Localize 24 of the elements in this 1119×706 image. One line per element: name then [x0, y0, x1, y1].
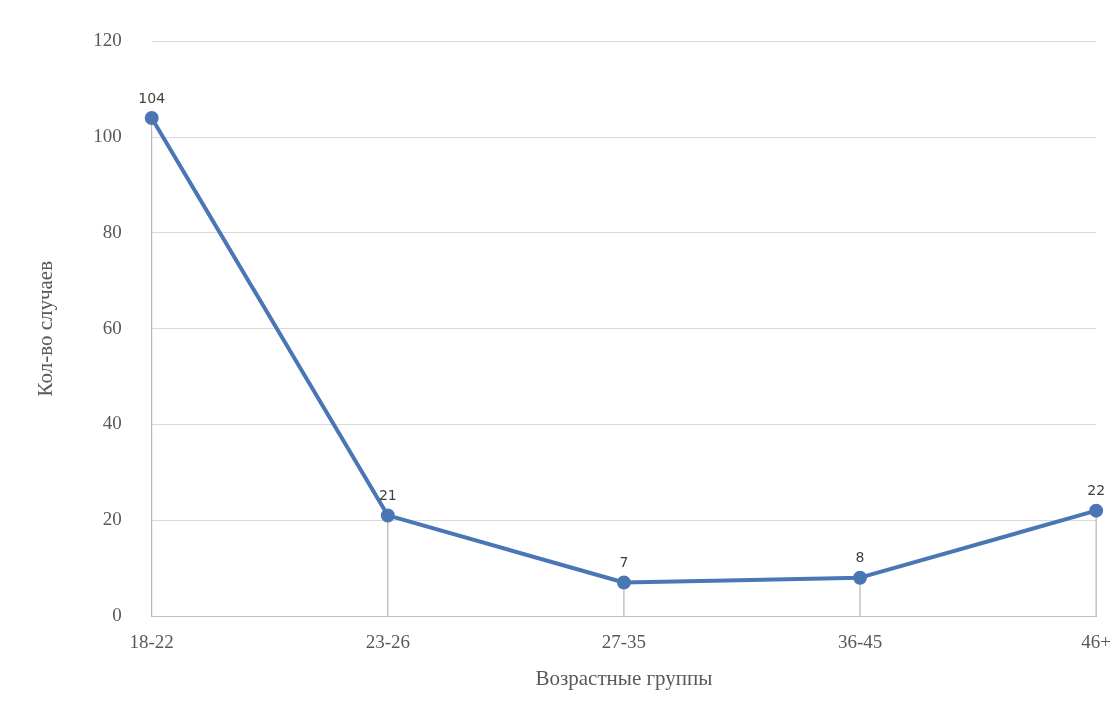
point	[853, 570, 868, 585]
y-axis-title: Кол-во случаев	[33, 260, 58, 397]
y-tick-label: 120	[93, 29, 122, 51]
y-tick-label: 80	[102, 220, 122, 242]
y-tick-label: 20	[102, 508, 122, 530]
y-tick-label: 60	[102, 316, 122, 338]
y-tick-label: 0	[112, 603, 122, 625]
data-label: 21	[378, 487, 397, 504]
x-tick-label: 36-45	[837, 631, 883, 653]
x-tick-label: 23-26	[365, 631, 410, 653]
data-label: 104	[138, 89, 166, 106]
x-tick-label: 27-35	[601, 631, 647, 653]
y-tick-label: 40	[102, 412, 122, 434]
x-tick-label: 46+	[1081, 631, 1111, 653]
data-label: 8	[855, 549, 865, 566]
point	[144, 111, 159, 126]
point	[616, 575, 631, 590]
x-axis-title: Возрастные группы	[535, 665, 713, 690]
x-tick-label: 18-22	[129, 631, 174, 653]
point	[380, 508, 395, 523]
y-tick-label: 100	[93, 125, 122, 147]
point	[1089, 503, 1104, 518]
data-label: 7	[619, 554, 629, 571]
data-label: 22	[1087, 482, 1106, 499]
